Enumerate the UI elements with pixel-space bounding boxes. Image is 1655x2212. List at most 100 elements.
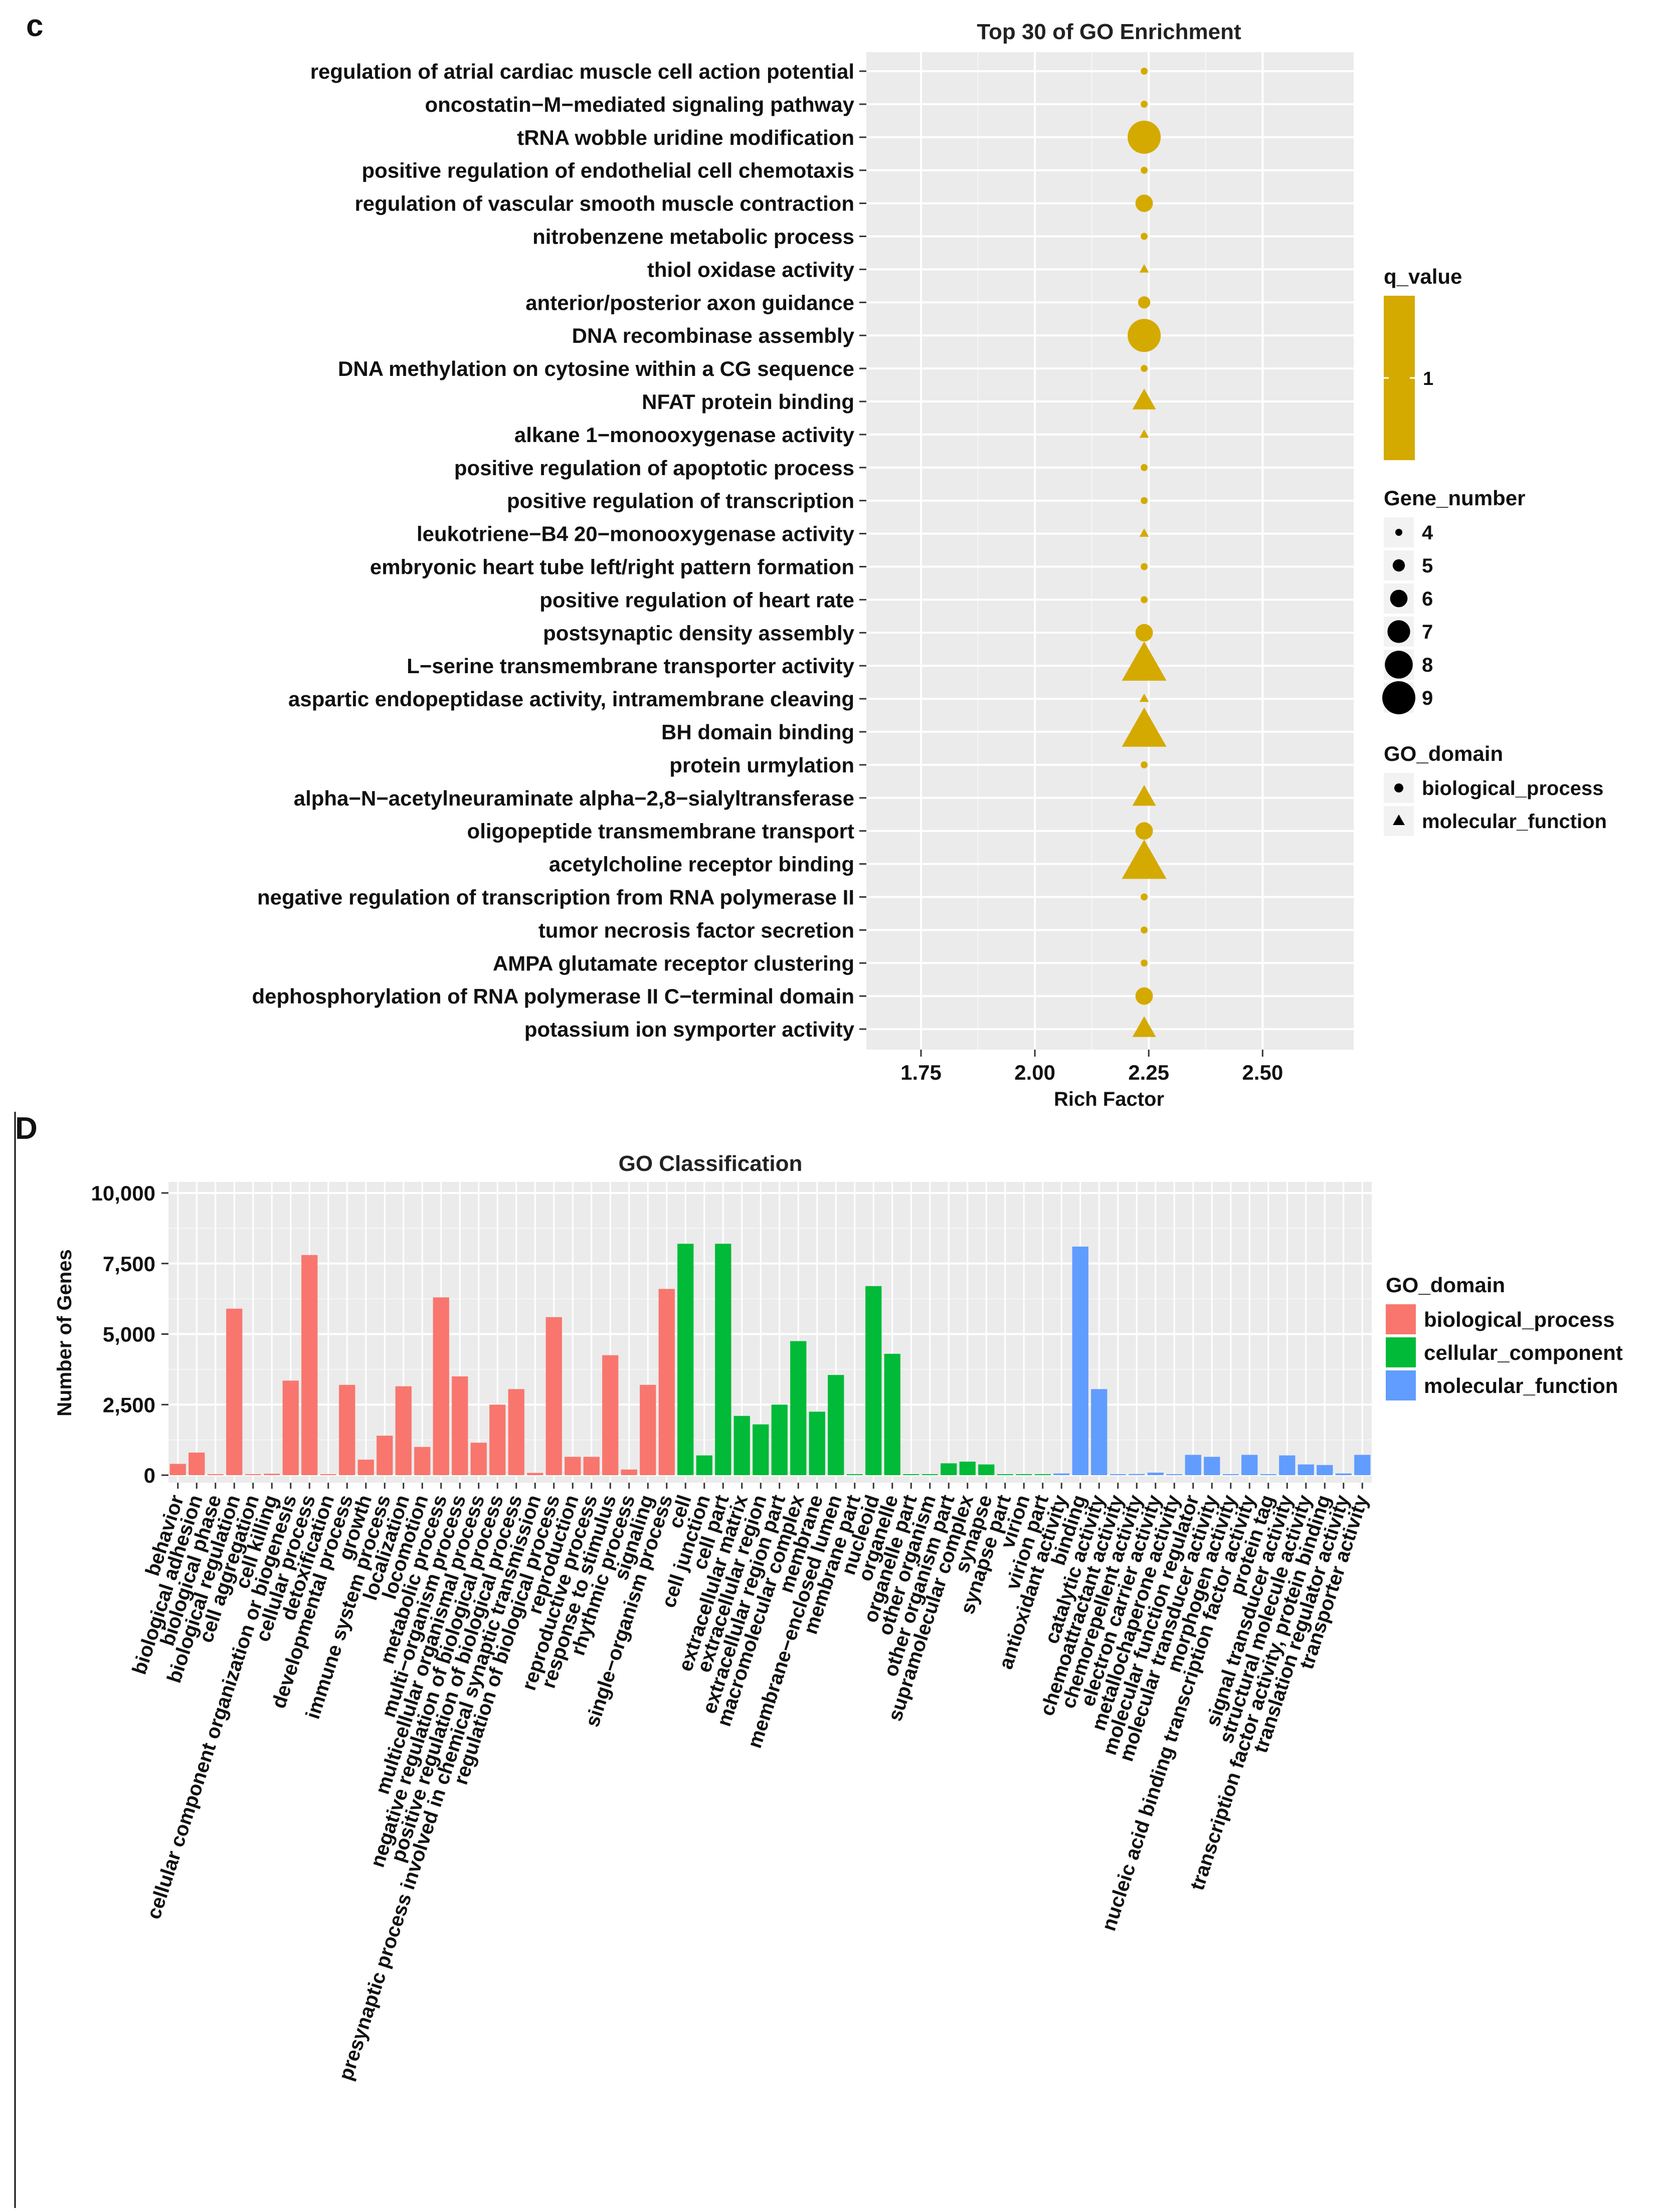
d-bar <box>1016 1474 1032 1475</box>
d-bar <box>1317 1465 1333 1475</box>
d-bar <box>207 1474 224 1475</box>
c-term-label: embryonic heart tube left/right pattern … <box>370 555 854 579</box>
panel-d-bars <box>169 1244 1371 1475</box>
c-point-triangle <box>1139 693 1149 702</box>
d-bar <box>677 1244 694 1475</box>
c-point-triangle <box>1139 429 1149 438</box>
d-bar <box>809 1412 825 1475</box>
d-y-tick-label: 0 <box>144 1464 155 1487</box>
c-point-circle <box>1128 120 1161 154</box>
d-bar <box>1222 1474 1239 1475</box>
c-term-label: postsynaptic density assembly <box>543 621 855 645</box>
d-bar <box>865 1286 882 1475</box>
size-legend-dot <box>1385 651 1413 679</box>
c-term-label: acetylcholine receptor binding <box>549 853 854 876</box>
c-term-label: nitrobenzene metabolic process <box>532 225 854 249</box>
c-point-circle <box>1141 166 1148 174</box>
panel-c-enrichment-chart: c Top 30 of GO Enrichment regulation of … <box>26 9 1607 1110</box>
d-bar <box>264 1474 280 1475</box>
d-bar <box>997 1474 1013 1475</box>
c-term-label: potassium ion symporter activity <box>524 1018 855 1041</box>
d-y-tick-label: 7,500 <box>103 1252 155 1276</box>
c-point-triangle <box>1122 839 1167 879</box>
c-point-triangle <box>1122 707 1167 747</box>
size-legend-dot <box>1390 589 1408 608</box>
panel-d-classification-chart: D GO Classification 0 2,500 5,000 7,500 10,0… <box>14 1111 1623 2208</box>
d-bar <box>828 1375 844 1475</box>
c-point-circle <box>1141 596 1148 604</box>
d-bar <box>1110 1474 1126 1475</box>
gene-number-legend-title: Gene_number <box>1384 486 1525 510</box>
d-bar <box>470 1443 487 1475</box>
d-bar <box>489 1404 506 1475</box>
d-bar <box>1034 1474 1051 1475</box>
d-bar <box>583 1457 600 1475</box>
size-legend-dot <box>1382 681 1415 714</box>
d-bar <box>508 1389 524 1475</box>
c-term-label: oligopeptide transmembrane transport <box>467 820 854 843</box>
d-bar <box>846 1474 863 1475</box>
go-domain-shape-legend-title: GO_domain <box>1384 742 1503 765</box>
qvalue-tick-label: 1 <box>1423 368 1433 389</box>
panel-c-x-axis-title: Rich Factor <box>1054 1088 1164 1110</box>
c-term-label: positive regulation of heart rate <box>539 588 854 612</box>
c-term-label: positive regulation of apoptotic process <box>454 456 854 480</box>
d-bar <box>527 1473 543 1475</box>
c-point-triangle <box>1122 641 1167 681</box>
gene-number-legend: 4 5 6 7 8 9 <box>1382 517 1433 714</box>
d-legend-label: cellular_component <box>1424 1341 1623 1364</box>
c-point-circle <box>1141 893 1148 901</box>
c-point-circle <box>1141 497 1148 504</box>
d-bar <box>395 1386 412 1475</box>
d-bar <box>658 1289 675 1475</box>
d-bar <box>903 1474 920 1475</box>
d-bar <box>189 1452 205 1475</box>
c-term-label: anterior/posterior axon guidance <box>525 291 854 314</box>
c-term-label: thiol oxidase activity <box>647 258 855 281</box>
size-legend-dot <box>1387 620 1410 643</box>
panel-c-plot-background <box>866 52 1354 1050</box>
shape-legend-label: molecular_function <box>1422 811 1607 833</box>
c-term-label: positive regulation of transcription <box>507 489 854 513</box>
d-bar <box>414 1447 431 1475</box>
qvalue-legend-title: q_value <box>1384 265 1462 288</box>
c-term-label: alpha−N−acetylneuraminate alpha−2,8−sial… <box>294 786 854 810</box>
size-legend-label: 5 <box>1422 555 1433 577</box>
panel-d-label: D <box>15 1111 38 1146</box>
d-bar <box>226 1308 243 1475</box>
shape-legend-circle <box>1394 783 1403 792</box>
c-term-label: DNA recombinase assembly <box>572 324 855 347</box>
c-point-circle <box>1138 296 1151 309</box>
d-bar <box>1241 1455 1258 1475</box>
c-point-circle <box>1141 68 1148 75</box>
c-x-tick-label: 2.00 <box>1014 1061 1055 1084</box>
c-x-tick-label: 2.25 <box>1128 1061 1169 1084</box>
d-bar <box>1147 1472 1164 1475</box>
d-bar <box>884 1353 900 1475</box>
panel-c-term-labels: regulation of atrial cardiac muscle cell… <box>252 60 866 1041</box>
d-bar <box>1260 1474 1276 1475</box>
panel-c-horizontal-gridlines <box>866 70 1354 1031</box>
d-legend-swatch <box>1386 1304 1416 1334</box>
c-point-circle <box>1141 926 1148 934</box>
d-bar <box>301 1255 318 1475</box>
c-term-label: oncostatin−M−mediated signaling pathway <box>425 93 855 116</box>
d-bar <box>169 1464 186 1475</box>
d-bar <box>941 1463 957 1475</box>
c-x-tick-label: 2.50 <box>1242 1061 1283 1084</box>
c-term-label: alkane 1−monooxygenase activity <box>514 423 855 447</box>
d-bar <box>621 1469 637 1475</box>
size-legend-label: 6 <box>1422 588 1433 610</box>
c-point-circle <box>1141 563 1148 570</box>
panel-c-title: Top 30 of GO Enrichment <box>977 20 1241 44</box>
c-point-circle <box>1128 319 1161 352</box>
d-bar <box>1354 1455 1371 1475</box>
c-term-label: regulation of vascular smooth muscle con… <box>354 192 854 216</box>
c-point-circle <box>1141 365 1148 372</box>
d-bar <box>1298 1464 1314 1475</box>
size-legend-label: 7 <box>1422 621 1433 643</box>
c-point-triangle <box>1139 264 1149 273</box>
d-legend-label: molecular_function <box>1424 1374 1618 1397</box>
c-term-label: tumor necrosis factor secretion <box>538 918 854 942</box>
